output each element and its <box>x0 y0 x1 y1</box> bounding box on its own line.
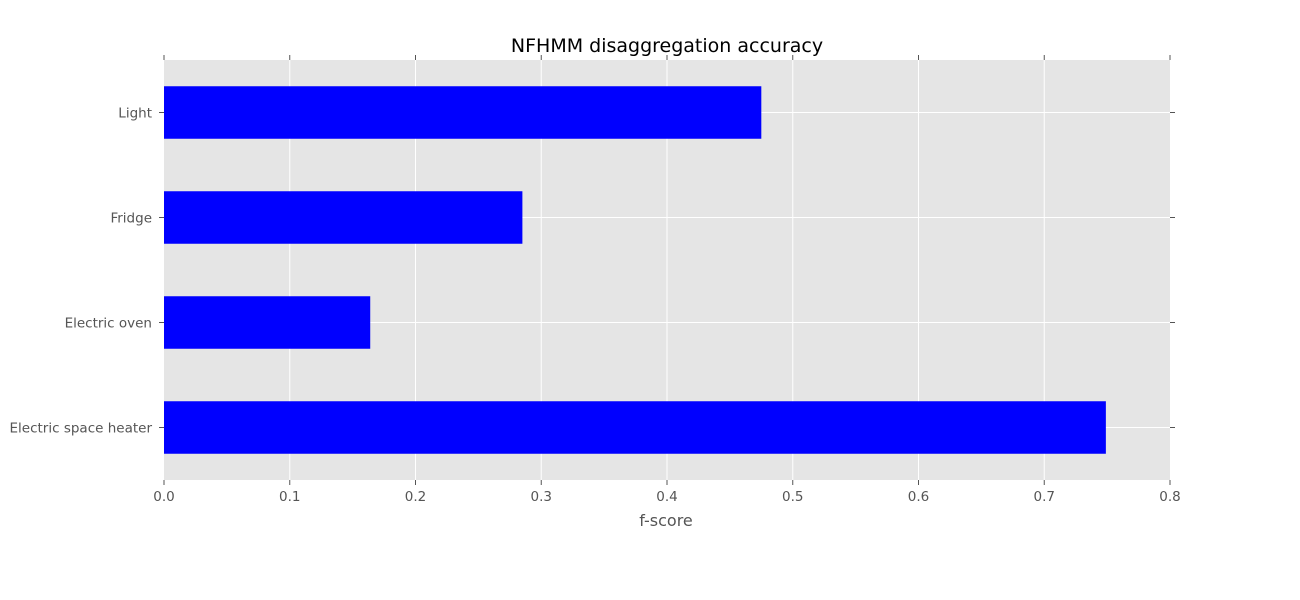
x-tick-label: 0.1 <box>279 489 300 505</box>
y-tick-label: Fridge <box>110 211 152 227</box>
chart-title: NFHMM disaggregation accuracy <box>511 35 823 57</box>
bar-light <box>164 86 762 139</box>
bar-electric-space-heater <box>164 401 1106 454</box>
x-axis-label: f-score <box>639 511 693 530</box>
x-tick-label: 0.7 <box>1034 489 1055 505</box>
bars <box>164 86 1106 454</box>
bar-electric-oven <box>164 296 371 349</box>
y-tick-labels: Light Fridge Electric oven Electric space h… <box>10 106 153 437</box>
tick-marks <box>159 55 1175 485</box>
y-tick-label: Light <box>118 106 152 122</box>
x-tick-label: 0.8 <box>1159 489 1180 505</box>
x-tick-label: 0.6 <box>908 489 929 505</box>
x-tick-labels: 0.0 0.1 0.2 0.3 0.4 0.5 0.6 0.7 0.8 <box>153 489 1180 505</box>
x-tick-label: 0.2 <box>405 489 426 505</box>
y-tick-label: Electric space heater <box>10 421 153 437</box>
x-tick-label: 0.5 <box>782 489 803 505</box>
x-tick-label: 0.4 <box>656 489 677 505</box>
x-tick-label: 0.0 <box>153 489 174 505</box>
y-tick-label: Electric oven <box>65 316 152 332</box>
x-tick-label: 0.3 <box>531 489 552 505</box>
bar-fridge <box>164 191 523 244</box>
